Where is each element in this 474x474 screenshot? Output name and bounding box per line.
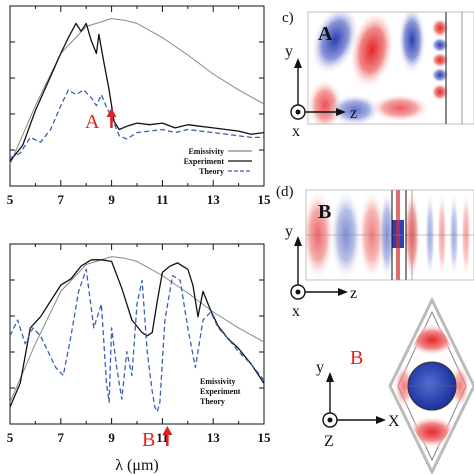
x-tick-label: 11 xyxy=(156,192,168,207)
x-tick-label: 5 xyxy=(7,430,14,445)
unit-label: B xyxy=(350,347,363,369)
legend-entry: Emissivity xyxy=(188,147,224,156)
panel-c-x-axis: x xyxy=(292,123,300,140)
x-tick-label: 9 xyxy=(108,430,115,445)
panel-d-inner-label: B xyxy=(318,201,331,223)
annotation-arrowhead xyxy=(162,426,173,435)
x-tick-label: 5 xyxy=(7,192,14,207)
x-tick-label: 7 xyxy=(58,192,65,207)
top-chart-annotation: A xyxy=(85,108,117,133)
panel-d-field-map xyxy=(306,190,474,280)
series-experiment xyxy=(9,259,265,408)
x-tick-label: 9 xyxy=(108,192,115,207)
panel-c-field-map xyxy=(308,12,474,124)
annotation-arrowhead xyxy=(106,108,117,117)
annotation-label: A xyxy=(85,111,100,133)
panel-d-label: (d) xyxy=(276,184,294,200)
series-theory xyxy=(9,268,265,413)
series-experiment xyxy=(9,22,265,162)
bottom-chart-xlabel: λ (μm) xyxy=(115,457,158,474)
panel-d-x-axis: x xyxy=(292,303,300,320)
panel-c-label: c) xyxy=(282,10,294,26)
legend-entry: Theory xyxy=(199,167,224,176)
top-chart-series xyxy=(9,18,265,165)
x-tick-label: 13 xyxy=(207,192,221,207)
top-chart-ticks xyxy=(9,6,265,186)
panel-c-y-axis: y xyxy=(285,43,293,60)
legend-entry: Experiment xyxy=(184,157,225,166)
unit-cell: y X Z B xyxy=(316,296,474,474)
unit-y-axis: y xyxy=(316,359,324,376)
panel-c-inner-label: A xyxy=(318,23,333,45)
series-emissivity xyxy=(9,18,265,165)
top-chart-tick-labels: 5 7 9 11 13 15 xyxy=(7,192,271,207)
legend-entry: Emissivity xyxy=(200,377,236,386)
series-theory xyxy=(9,89,264,159)
x-tick-label: 7 xyxy=(58,430,65,445)
panel-d: (d) B y z x xyxy=(276,184,474,320)
x-tick-label: 13 xyxy=(207,430,221,445)
unit-z-axis: Z xyxy=(324,433,334,450)
bottom-chart-tick-labels: 5 7 9 11 13 15 xyxy=(7,430,271,445)
panel-d-y-axis: y xyxy=(285,223,293,240)
legend-entry: Experiment xyxy=(200,387,241,396)
bottom-chart-ticks xyxy=(9,244,265,424)
panel-d-z-axis: z xyxy=(350,285,357,302)
bottom-chart-annotation: B xyxy=(142,426,173,451)
panel-c-z-axis: z xyxy=(350,105,357,122)
bottom-chart-series xyxy=(9,256,265,413)
x-tick-label: 15 xyxy=(258,192,272,207)
panel-c: c) A y z x xyxy=(282,10,474,140)
bottom-chart-frame xyxy=(9,243,265,425)
series-emissivity xyxy=(9,256,265,403)
x-tick-label: 15 xyxy=(258,430,272,445)
unit-x-axis: X xyxy=(388,413,400,430)
legend-entry: Theory xyxy=(200,397,225,406)
top-chart-frame xyxy=(9,5,265,187)
annotation-label: B xyxy=(142,429,155,451)
